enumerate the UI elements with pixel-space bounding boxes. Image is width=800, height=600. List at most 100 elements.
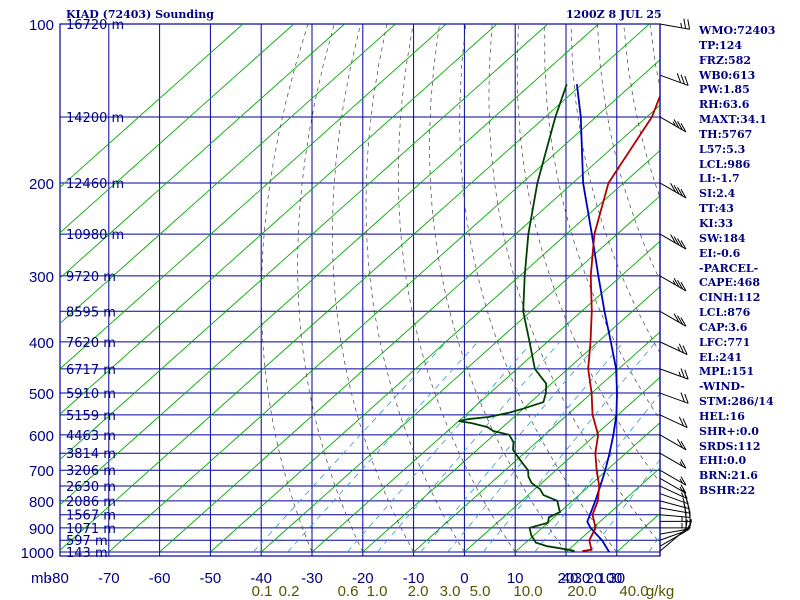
wind-barb [659,528,690,535]
mixing-ratio-label: 20.0 [567,583,596,600]
wind-barb [659,514,690,518]
index-item: EI:-0.6 [699,246,741,260]
mixing-ratio-line [589,459,660,553]
skewed-isotherm [60,24,498,415]
wind-barb [659,452,687,469]
index-item: TT:43 [699,202,734,216]
pressure-tick-label: 300 [29,269,54,286]
wind-barb [659,182,687,199]
skewed-isotherm [260,195,660,553]
index-item: EHI:0.0 [699,454,747,468]
mixing-ratio-line [347,341,533,553]
wind-barb [659,500,690,510]
mixing-ratio-line [420,341,600,553]
wind-barb-half-feather [679,478,683,484]
temperature-tick-label: -80 [47,570,69,587]
dry-adiabat [332,24,414,553]
wind-barb-feather [682,418,688,428]
mixing-ratio-label: 1.0 [367,583,388,600]
index-item: MPL:151 [699,365,755,379]
temperature-trace [582,93,660,552]
wind-barb-feather [677,238,683,248]
wind-barb-feather [678,343,685,354]
mixing-ratio-label: 3.0 [440,583,461,600]
mixing-ratio-line [252,341,447,553]
pressure-tick-label: 100 [29,17,54,34]
moist-adiabats [261,24,660,553]
height-label: 597 m [66,534,108,549]
index-item: WB0:613 [699,68,756,82]
skewed-isotherm [60,24,650,551]
index-item: LFC:771 [699,335,751,349]
dry-adiabat [261,24,313,553]
grid-layer [59,23,661,557]
index-item: -PARCEL- [699,261,759,275]
wind-barb-feather [680,459,687,469]
wind-barb [659,485,688,500]
wind-barb [659,341,688,356]
wind-barb-feather [682,345,688,355]
pressure-tick-label: 600 [29,428,54,445]
temperature-tick-label: 10 [507,570,524,587]
index-item: -WIND- [699,380,745,394]
temperature-tick-label: -40 [250,570,272,587]
index-item: SW:184 [699,231,746,245]
index-item: CAP:3.6 [699,320,748,334]
height-label: 16720 m [66,18,124,33]
sounding-profiles [458,83,660,553]
wind-barb-feather [680,392,685,403]
skewed-isotherm [60,24,599,506]
height-label: 2086 m [66,495,116,510]
wind-barb-half-feather [679,486,683,492]
skewed-isotherm [464,376,660,553]
wind-barb-feather [677,187,683,197]
wind-barb-feather [680,123,687,133]
wind-barb-feather [684,369,689,380]
wind-barb [659,469,687,486]
height-label: 7620 m [66,336,116,351]
wind-barb [659,74,689,86]
mixing-ratio-line [287,341,479,553]
plot-frame [59,23,661,557]
wind-barb-feather [673,236,680,246]
wind-barb [659,530,687,547]
height-label: 5159 m [66,409,116,424]
wind-barb-half-feather [678,371,682,377]
skewed-isotherm [362,286,660,553]
wind-barb [659,23,690,30]
mixing-ratio-label: 0.6 [338,583,359,600]
wind-barb [659,414,688,429]
index-item: FRZ:582 [699,53,752,67]
height-label: 5910 m [66,387,116,402]
wind-barb-feather [677,438,683,449]
wind-barb [659,116,687,133]
wind-barb-half-feather [672,121,677,127]
pressure-tick-label: 1000 [21,545,54,562]
wind-barb-feather [680,484,687,494]
index-item: KI:33 [699,216,734,230]
index-item: SRDS:112 [699,439,761,453]
skewed-isotherm [311,240,660,553]
wind-barb-half-feather [679,461,683,467]
wind-barb-feather [687,19,691,30]
wind-barb-feather [680,317,687,327]
index-item: LCL:876 [699,306,751,320]
index-item: PW:1.85 [699,83,750,97]
wind-barb-half-feather [683,502,686,508]
skewed-isotherm [60,24,345,279]
temperature-tick-label: -70 [98,570,120,587]
index-item: RH:63.6 [699,98,750,112]
height-label: 2630 m [66,480,116,495]
pressure-tick-label: 400 [29,335,54,352]
temperature-tick-label: -60 [149,570,171,587]
height-label: 6717 m [66,363,116,378]
skewed-isotherm [159,104,660,553]
dry-adiabat [544,24,660,421]
wind-speed-tick: 30 [574,570,591,587]
wind-barb [659,477,687,494]
index-item: LCL:986 [699,157,751,171]
wind-barb [659,233,687,250]
height-label: 1567 m [66,509,116,524]
index-item: L57:5.3 [699,142,746,156]
